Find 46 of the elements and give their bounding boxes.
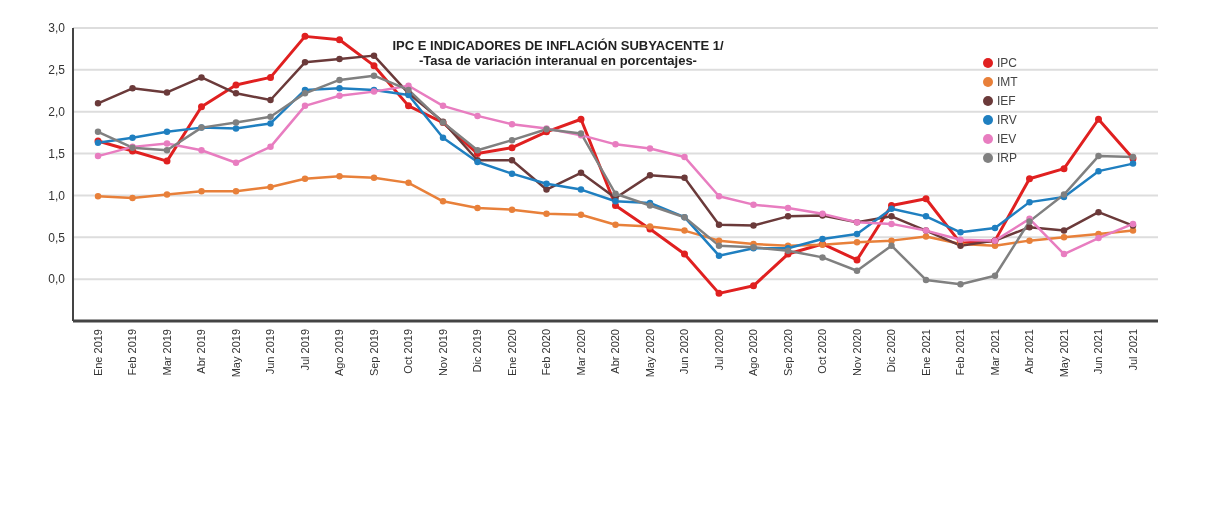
x-tick-label: May 2020 — [643, 329, 656, 378]
x-tick-label: Abr 2020 — [609, 329, 622, 374]
y-tick-label: 1,0 — [48, 188, 66, 203]
x-tick-label: Feb 2020 — [540, 329, 553, 376]
y-tick-label: 0,0 — [48, 272, 66, 287]
x-tick-label: Mar 2020 — [574, 329, 587, 376]
x-tick-label: Mar 2021 — [988, 329, 1001, 376]
x-tick-label: Ago 2020 — [747, 329, 760, 377]
x-tick-label: Feb 2021 — [954, 329, 967, 376]
x-tick-label: Oct 2020 — [816, 329, 829, 374]
x-tick-label: Jul 2019 — [298, 329, 311, 371]
y-tick-label: 0,5 — [48, 230, 66, 245]
y-tick-label: 2,0 — [48, 104, 66, 119]
x-tick-label: May 2019 — [229, 329, 242, 378]
x-tick-label: Abr 2021 — [1023, 329, 1036, 374]
x-tick-label: Ago 2019 — [333, 329, 346, 377]
x-tick-label: Nov 2020 — [850, 329, 863, 377]
x-tick-label: Nov 2019 — [436, 329, 449, 377]
legend-label: IRV — [997, 113, 1017, 127]
x-tick-label: Ene 2020 — [505, 329, 518, 377]
x-tick-label: Mar 2019 — [160, 329, 173, 376]
x-tick-label: Ene 2021 — [919, 329, 932, 377]
x-tick-label: Jun 2019 — [264, 329, 277, 375]
x-tick-label: Sep 2020 — [781, 329, 794, 377]
x-tick-label: Dic 2019 — [471, 329, 484, 373]
y-tick-label: 1,5 — [48, 146, 66, 161]
x-tick-label: Feb 2019 — [126, 329, 139, 376]
y-tick-label: 3,0 — [48, 21, 66, 36]
x-tick-label: Sep 2019 — [367, 329, 380, 377]
legend-label: IRP — [997, 151, 1018, 165]
x-tick-label: Jun 2020 — [678, 329, 691, 375]
x-tick-label: May 2021 — [1057, 329, 1070, 378]
legend-label: IPC — [997, 56, 1018, 70]
text: IPC E INDICADORES DE INFLACIÓN SUBYACENTE 1/ — [391, 38, 725, 53]
x-tick-label: Abr 2019 — [195, 329, 208, 374]
legend-label: IEF — [997, 94, 1016, 108]
x-tick-label: Ene 2019 — [91, 329, 104, 377]
text: -Tasa de variación interanual en porcentajes- — [418, 53, 698, 68]
legend-label: IMT — [997, 75, 1018, 89]
legend-label: IEV — [997, 132, 1017, 146]
x-tick-label: Jun 2021 — [1092, 329, 1105, 375]
x-tick-label: Jul 2020 — [712, 329, 725, 371]
y-tick-label: 2,5 — [48, 63, 66, 78]
x-tick-label: Oct 2019 — [402, 329, 415, 374]
x-tick-label: Dic 2020 — [885, 329, 898, 373]
x-tick-label: Jul 2021 — [1126, 329, 1139, 371]
